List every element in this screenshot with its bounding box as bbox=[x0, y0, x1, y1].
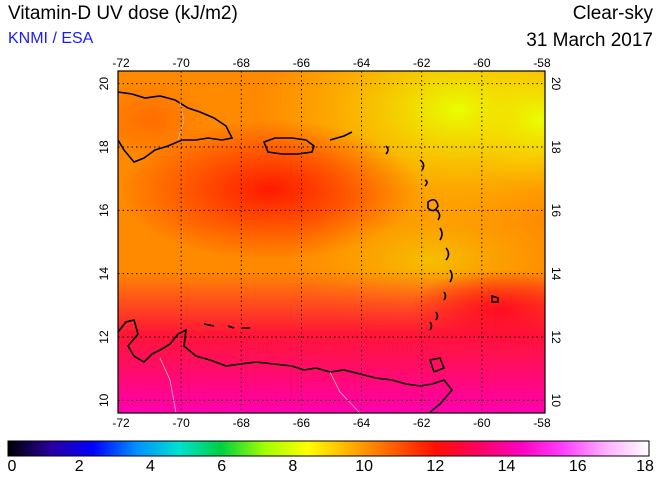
antilles-3 bbox=[424, 179, 428, 187]
colorbar-tick-label: 12 bbox=[426, 458, 445, 475]
colorbar-tick-label: 16 bbox=[568, 458, 587, 475]
longitude-tick-label: -58 bbox=[533, 416, 551, 430]
puerto-rico-coast bbox=[262, 137, 315, 155]
longitude-tick-label: -58 bbox=[533, 56, 551, 70]
st-vincent bbox=[443, 291, 447, 301]
sky-condition-label: Clear-sky bbox=[572, 3, 653, 24]
trinidad bbox=[428, 357, 446, 374]
colorbar-tick-label: 0 bbox=[7, 458, 17, 475]
coastlines bbox=[118, 91, 499, 413]
longitude-tick-label: -68 bbox=[233, 56, 251, 70]
latitude-tick-label: 16 bbox=[97, 203, 111, 217]
virgin-islands bbox=[329, 131, 353, 141]
latitude-ticks-left: 20 18 16 14 12 10 bbox=[97, 77, 111, 407]
colorbar-tick-label: 14 bbox=[497, 458, 516, 475]
colorbar-tick-label: 8 bbox=[288, 458, 298, 475]
latitude-tick-label: 18 bbox=[97, 140, 111, 154]
date-label: 31 March 2017 bbox=[526, 30, 653, 51]
colorbar bbox=[7, 440, 650, 457]
longitude-ticks-bottom: -72 -70 -68 -66 -64 -62 -60 -58 bbox=[112, 416, 551, 430]
longitude-tick-label: -68 bbox=[233, 416, 251, 430]
longitude-tick-label: -62 bbox=[413, 56, 431, 70]
antilles-2 bbox=[419, 159, 425, 171]
antilles-1 bbox=[385, 145, 389, 155]
abc-islands bbox=[203, 323, 250, 329]
longitude-tick-label: -60 bbox=[473, 56, 491, 70]
longitude-tick-label: -66 bbox=[293, 416, 311, 430]
longitude-tick-label: -64 bbox=[353, 56, 371, 70]
st-lucia bbox=[449, 269, 453, 283]
colorbar-tick-label: 4 bbox=[145, 458, 155, 475]
latitude-ticks-right: 20 18 16 14 12 10 bbox=[549, 77, 563, 407]
longitude-tick-label: -64 bbox=[353, 416, 371, 430]
martinique bbox=[445, 247, 450, 261]
map-frame bbox=[117, 70, 546, 414]
colorbar-tick-label: 6 bbox=[217, 458, 227, 475]
venezuela-colombia-coast bbox=[118, 319, 454, 413]
latitude-tick-label: 20 bbox=[97, 77, 111, 91]
latitude-tick-label: 12 bbox=[97, 330, 111, 344]
latitude-tick-label: 14 bbox=[549, 267, 563, 281]
latitude-tick-label: 14 bbox=[97, 267, 111, 281]
latitude-tick-label: 18 bbox=[549, 140, 563, 154]
barbados bbox=[491, 294, 499, 303]
grenadines bbox=[429, 311, 439, 331]
uv-field bbox=[118, 71, 545, 413]
graticule bbox=[118, 71, 545, 413]
longitude-tick-label: -70 bbox=[172, 416, 190, 430]
longitude-tick-label: -72 bbox=[112, 56, 130, 70]
longitude-tick-label: -62 bbox=[413, 416, 431, 430]
longitude-tick-label: -70 bbox=[172, 56, 190, 70]
latitude-tick-label: 12 bbox=[549, 330, 563, 344]
longitude-tick-label: -66 bbox=[293, 56, 311, 70]
longitude-tick-label: -72 bbox=[112, 416, 130, 430]
colorbar-tick-label: 18 bbox=[636, 458, 654, 475]
credit-label: KNMI / ESA bbox=[8, 30, 94, 47]
dominica bbox=[439, 227, 443, 241]
hispaniola-coast bbox=[118, 91, 234, 163]
longitude-tick-label: -60 bbox=[473, 416, 491, 430]
colorbar-tick-label: 2 bbox=[74, 458, 84, 475]
latitude-tick-label: 16 bbox=[549, 204, 563, 218]
longitude-ticks-top: -72 -70 -68 -66 -64 -62 -60 -58 bbox=[112, 56, 551, 70]
colorbar-tick-label: 10 bbox=[355, 458, 374, 475]
latitude-tick-label: 20 bbox=[549, 77, 563, 91]
map-title: Vitamin-D UV dose (kJ/m2) bbox=[8, 3, 238, 24]
guadeloupe bbox=[427, 198, 441, 221]
latitude-tick-label: 10 bbox=[549, 394, 563, 408]
latitude-tick-label: 10 bbox=[97, 393, 111, 407]
